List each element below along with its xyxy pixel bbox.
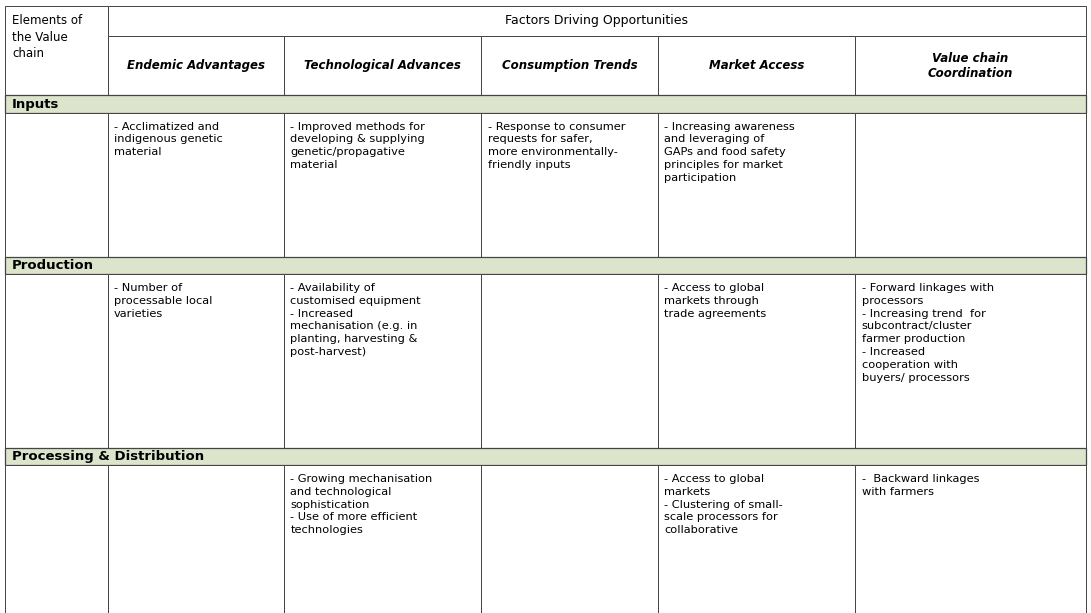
Bar — [658, 465, 855, 613]
Text: Endemic Advantages: Endemic Advantages — [127, 59, 265, 72]
Bar — [284, 36, 481, 95]
Bar — [658, 275, 855, 447]
Bar — [481, 36, 658, 95]
Bar — [855, 465, 1086, 613]
Bar — [5, 257, 1086, 275]
Text: - Availability of
customised equipment
- Increased
mechanisation (e.g. in
planti: - Availability of customised equipment -… — [290, 283, 421, 357]
Text: - Increasing awareness
and leveraging of
GAPs and food safety
principles for mar: - Increasing awareness and leveraging of… — [664, 121, 795, 183]
Text: Market Access: Market Access — [709, 59, 804, 72]
Text: Elements of
the Value
chain: Elements of the Value chain — [12, 14, 82, 60]
Text: Processing & Distribution: Processing & Distribution — [12, 450, 204, 463]
Bar — [108, 113, 284, 257]
Bar — [284, 465, 481, 613]
Bar — [481, 113, 658, 257]
Text: - Access to global
markets
- Clustering of small-
scale processors for
collabora: - Access to global markets - Clustering … — [664, 474, 783, 535]
Text: Factors Driving Opportunities: Factors Driving Opportunities — [505, 15, 688, 28]
Text: Inputs: Inputs — [12, 97, 59, 110]
Text: Consumption Trends: Consumption Trends — [502, 59, 637, 72]
Bar — [5, 6, 108, 95]
Bar — [481, 465, 658, 613]
Text: - Number of
processable local
varieties: - Number of processable local varieties — [115, 283, 213, 319]
Bar — [5, 95, 1086, 113]
Bar — [855, 275, 1086, 447]
Bar — [5, 465, 108, 613]
Bar — [5, 447, 1086, 465]
Bar — [284, 275, 481, 447]
Bar — [108, 6, 1086, 36]
Bar — [108, 36, 284, 95]
Bar — [284, 113, 481, 257]
Text: Value chain
Coordination: Value chain Coordination — [927, 51, 1014, 80]
Bar — [855, 36, 1086, 95]
Bar — [658, 36, 855, 95]
Bar — [481, 275, 658, 447]
Text: - Forward linkages with
processors
- Increasing trend  for
subcontract/cluster
f: - Forward linkages with processors - Inc… — [862, 283, 994, 383]
Text: - Response to consumer
requests for safer,
more environmentally-
friendly inputs: - Response to consumer requests for safe… — [488, 121, 625, 170]
Text: - Acclimatized and
indigenous genetic
material: - Acclimatized and indigenous genetic ma… — [115, 121, 223, 157]
Bar — [5, 275, 108, 447]
Bar — [108, 275, 284, 447]
Text: Technological Advances: Technological Advances — [304, 59, 461, 72]
Text: - Improved methods for
developing & supplying
genetic/propagative
material: - Improved methods for developing & supp… — [290, 121, 425, 170]
Text: Production: Production — [12, 259, 94, 272]
Bar — [658, 113, 855, 257]
Bar — [5, 113, 108, 257]
Bar — [855, 113, 1086, 257]
Text: -  Backward linkages
with farmers: - Backward linkages with farmers — [862, 474, 980, 497]
Text: - Growing mechanisation
and technological
sophistication
- Use of more efficient: - Growing mechanisation and technologica… — [290, 474, 432, 535]
Text: - Access to global
markets through
trade agreements: - Access to global markets through trade… — [664, 283, 766, 319]
Bar — [108, 465, 284, 613]
